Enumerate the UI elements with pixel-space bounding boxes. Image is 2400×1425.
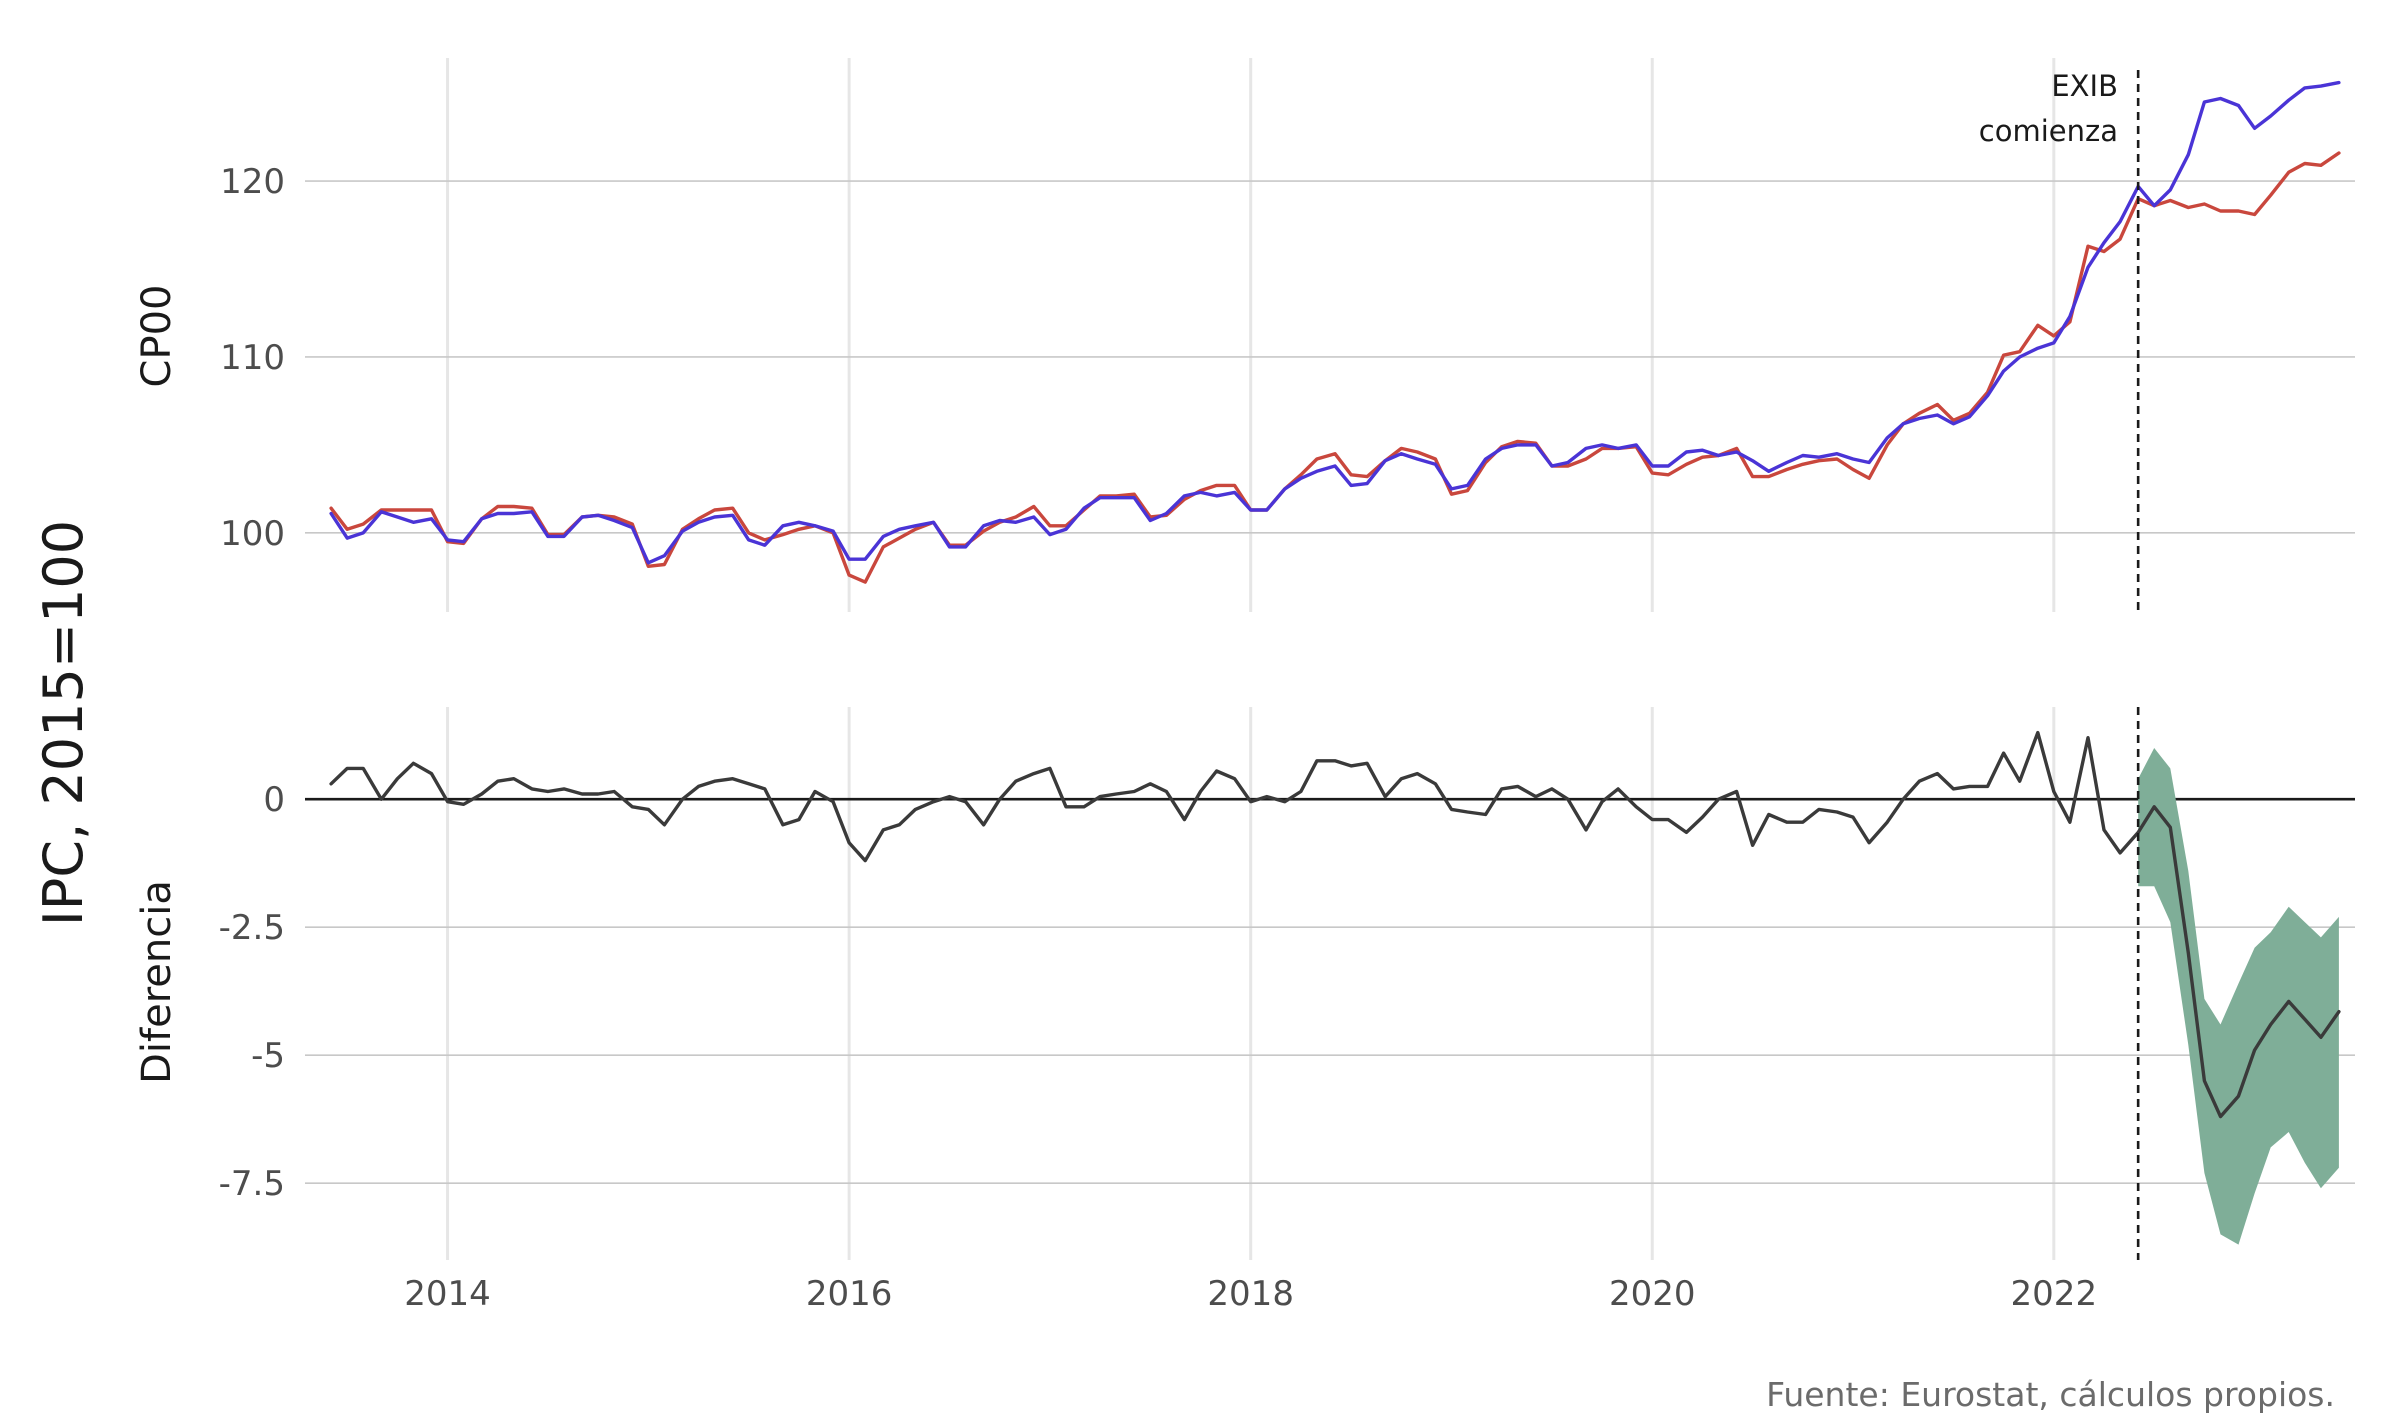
- series-line-bottom-0: [329, 730, 2341, 1119]
- band-layer: [2138, 748, 2339, 1245]
- y-tick-label-bottom-2: -5: [251, 1036, 285, 1076]
- series-layer: [329, 70, 2341, 1260]
- y-tick-label-bottom-0: 0: [263, 780, 285, 820]
- x-tick-label-2014: 2014: [404, 1274, 491, 1314]
- series-line-top-1: [329, 80, 2341, 565]
- confidence-band: [2138, 748, 2339, 1245]
- y-tick-label-bottom-3: -7.5: [219, 1164, 285, 1204]
- x-tick-label-2018: 2018: [1207, 1274, 1294, 1314]
- x-tick-label-2022: 2022: [2011, 1274, 2098, 1314]
- bottom-panel-y-label: Diferencia: [134, 880, 180, 1084]
- x-tick-label-2016: 2016: [806, 1274, 893, 1314]
- event-label-line-1: EXIB: [2051, 69, 2118, 103]
- series-line-top-0: [329, 151, 2341, 584]
- x-tick-label-2020: 2020: [1609, 1274, 1696, 1314]
- top-panel-y-label: CP00: [134, 285, 180, 388]
- y-tick-label-bottom-1: -2.5: [219, 908, 285, 948]
- tick-layer: 2014 2016 2018 2020 2022 100 110 120 0 -2.5 -5 -7.5: [219, 162, 2097, 1314]
- y-tick-label-top-1: 110: [220, 338, 285, 378]
- event-label-line-2: comienza: [1979, 114, 2118, 148]
- y-tick-label-top-0: 100: [220, 514, 285, 554]
- y-axis-title: IPC, 2015=100: [32, 520, 95, 926]
- source-caption: Fuente: Eurostat, cálculos propios.: [1766, 1375, 2335, 1414]
- y-tick-label-top-2: 120: [220, 162, 285, 202]
